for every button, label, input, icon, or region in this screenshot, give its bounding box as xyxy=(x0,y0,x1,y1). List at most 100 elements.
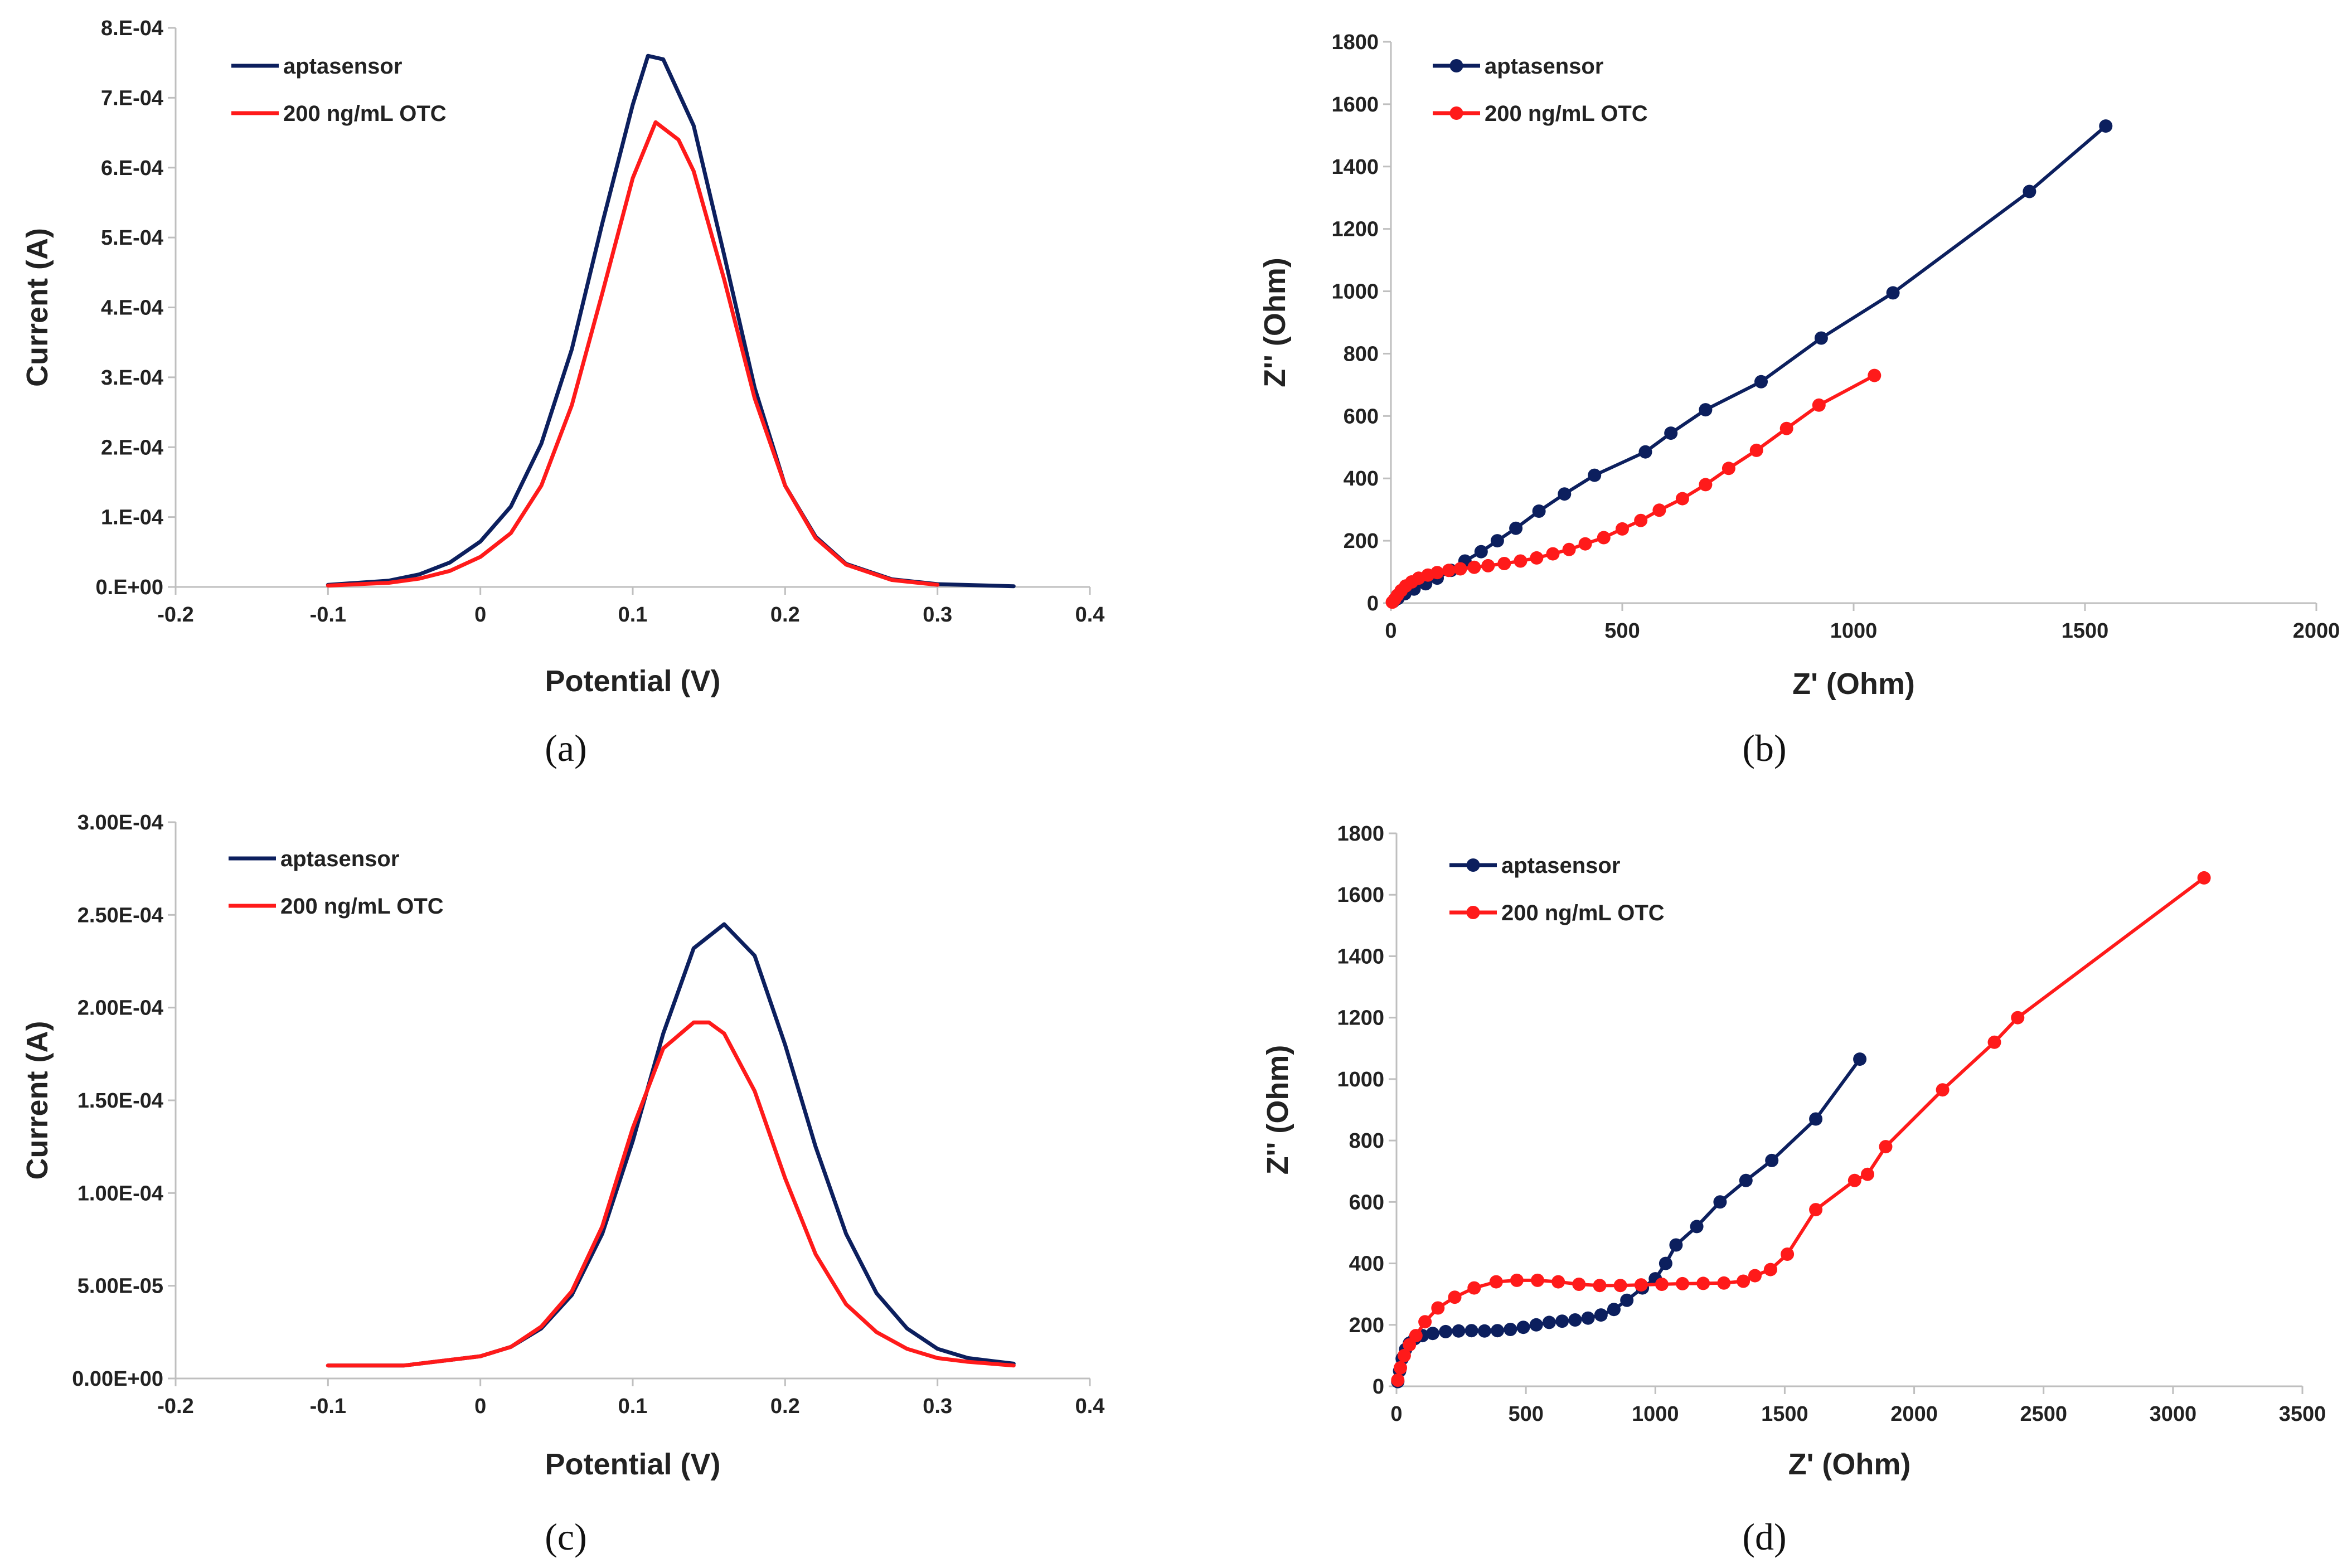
y-tick-label: 1400 xyxy=(1331,156,1379,179)
y-tick-label: 1400 xyxy=(1337,945,1384,968)
x-tick-label: 0.4 xyxy=(1075,1395,1105,1418)
legend-label: 200 ng/mL OTC xyxy=(280,894,444,919)
data-point xyxy=(1442,564,1456,577)
x-tick-label: 0.4 xyxy=(1075,603,1105,627)
y-tick-label: 1.E-04 xyxy=(101,506,163,530)
legend: aptasensor 200 ng/mL OTC xyxy=(231,54,447,126)
data-point xyxy=(1467,560,1481,574)
x-tick-label: 0.1 xyxy=(618,603,648,627)
data-point xyxy=(1748,1269,1762,1283)
panel-caption: (a) xyxy=(545,727,586,769)
data-point xyxy=(1987,1035,2001,1049)
data-point xyxy=(1676,1276,1689,1290)
data-point xyxy=(1581,1311,1595,1325)
legend-label: aptasensor xyxy=(280,847,399,871)
data-point xyxy=(1739,1173,1753,1187)
x-tick-label: 2000 xyxy=(1890,1402,1938,1426)
data-point xyxy=(1572,1278,1586,1291)
x-tick-label: 1000 xyxy=(1830,619,1878,643)
legend: aptasensor 200 ng/mL OTC xyxy=(229,847,444,919)
x-axis-title: Z' (Ohm) xyxy=(1792,667,1915,701)
data-point xyxy=(1886,286,1900,300)
data-point xyxy=(1690,1220,1704,1234)
data-point xyxy=(1562,542,1576,556)
data-point xyxy=(1634,1278,1648,1292)
data-point xyxy=(1490,534,1504,548)
legend-marker xyxy=(1466,906,1480,919)
data-point xyxy=(1465,1324,1478,1338)
data-point xyxy=(2023,185,2036,198)
data-point xyxy=(1514,554,1528,568)
data-point xyxy=(1532,504,1546,518)
data-point xyxy=(1426,1327,1439,1341)
legend-label: 200 ng/mL OTC xyxy=(1501,901,1665,925)
x-tick-label: -0.2 xyxy=(157,603,193,627)
data-point xyxy=(1568,1313,1582,1327)
y-tick-label: 2.E-04 xyxy=(101,436,163,459)
y-tick-label: 2.00E-04 xyxy=(77,997,163,1020)
x-tick-label: 0 xyxy=(474,1395,486,1418)
data-point xyxy=(1394,1361,1407,1375)
x-tick-label: 0.3 xyxy=(923,1395,952,1418)
y-tick-label: 200 xyxy=(1349,1314,1384,1337)
x-tick-label: 3500 xyxy=(2279,1402,2326,1426)
data-point xyxy=(1477,1324,1491,1338)
data-point xyxy=(1616,522,1629,536)
y-tick-label: 600 xyxy=(1349,1191,1384,1214)
y-tick-label: 1600 xyxy=(1331,93,1379,116)
series-aptasensor xyxy=(1386,119,2113,609)
y-tick-label: 6.E-04 xyxy=(101,157,163,180)
series-line xyxy=(326,1020,1016,1368)
data-point xyxy=(1853,1052,1867,1066)
y-tick-label: 2.50E-04 xyxy=(77,904,163,927)
data-point xyxy=(1452,1324,1466,1338)
panel-caption: (c) xyxy=(545,1516,586,1558)
y-tick-label: 1000 xyxy=(1331,280,1379,304)
legend: aptasensor 200 ng/mL OTC xyxy=(1433,54,1648,126)
data-point xyxy=(1655,1278,1669,1291)
data-point xyxy=(1418,1315,1432,1329)
legend-label: 200 ng/mL OTC xyxy=(283,101,447,126)
series-otc-200 xyxy=(326,120,940,588)
data-point xyxy=(1754,375,1768,389)
data-point xyxy=(1613,1279,1627,1293)
legend-label: aptasensor xyxy=(283,54,402,79)
y-tick-label: 4.E-04 xyxy=(101,297,163,320)
y-tick-label: 5.E-04 xyxy=(101,226,163,250)
x-tick-label: 1000 xyxy=(1632,1402,1679,1426)
y-tick-label: 400 xyxy=(1344,467,1379,491)
x-tick-label: 2500 xyxy=(2020,1402,2067,1426)
data-point xyxy=(1717,1276,1731,1290)
x-tick-label: 0.2 xyxy=(770,603,800,627)
data-point xyxy=(2197,871,2211,885)
x-tick-label: 1500 xyxy=(2062,619,2109,643)
y-tick-label: 400 xyxy=(1349,1253,1384,1276)
data-point xyxy=(1664,426,1678,440)
data-point xyxy=(1781,1247,1795,1261)
data-point xyxy=(1652,503,1666,517)
legend: aptasensor 200 ng/mL OTC xyxy=(1449,853,1665,925)
legend-marker xyxy=(1466,858,1480,872)
x-tick-label: 0 xyxy=(474,603,486,627)
series-otc-200 xyxy=(1391,871,2211,1387)
data-point xyxy=(1809,1203,1823,1217)
data-point xyxy=(1675,492,1689,506)
data-point xyxy=(1936,1083,1950,1097)
data-point xyxy=(1510,1273,1524,1287)
y-tick-label: 1.00E-04 xyxy=(77,1182,163,1205)
series-otc-200 xyxy=(1385,368,1882,609)
data-point xyxy=(1504,1323,1517,1336)
y-tick-label: 3.E-04 xyxy=(101,366,163,390)
y-tick-label: 1600 xyxy=(1337,883,1384,907)
data-point xyxy=(1634,513,1648,527)
x-tick-label: 0.1 xyxy=(618,1395,648,1418)
y-tick-label: 1.50E-04 xyxy=(77,1089,163,1113)
y-tick-label: 800 xyxy=(1344,342,1379,366)
y-tick-label: 7.E-04 xyxy=(101,86,163,110)
data-point xyxy=(1593,1279,1607,1293)
x-tick-label: 3000 xyxy=(2150,1402,2197,1426)
data-point xyxy=(1588,468,1602,482)
data-point xyxy=(1489,1275,1503,1289)
data-point xyxy=(1509,521,1523,535)
data-point xyxy=(1722,462,1735,475)
